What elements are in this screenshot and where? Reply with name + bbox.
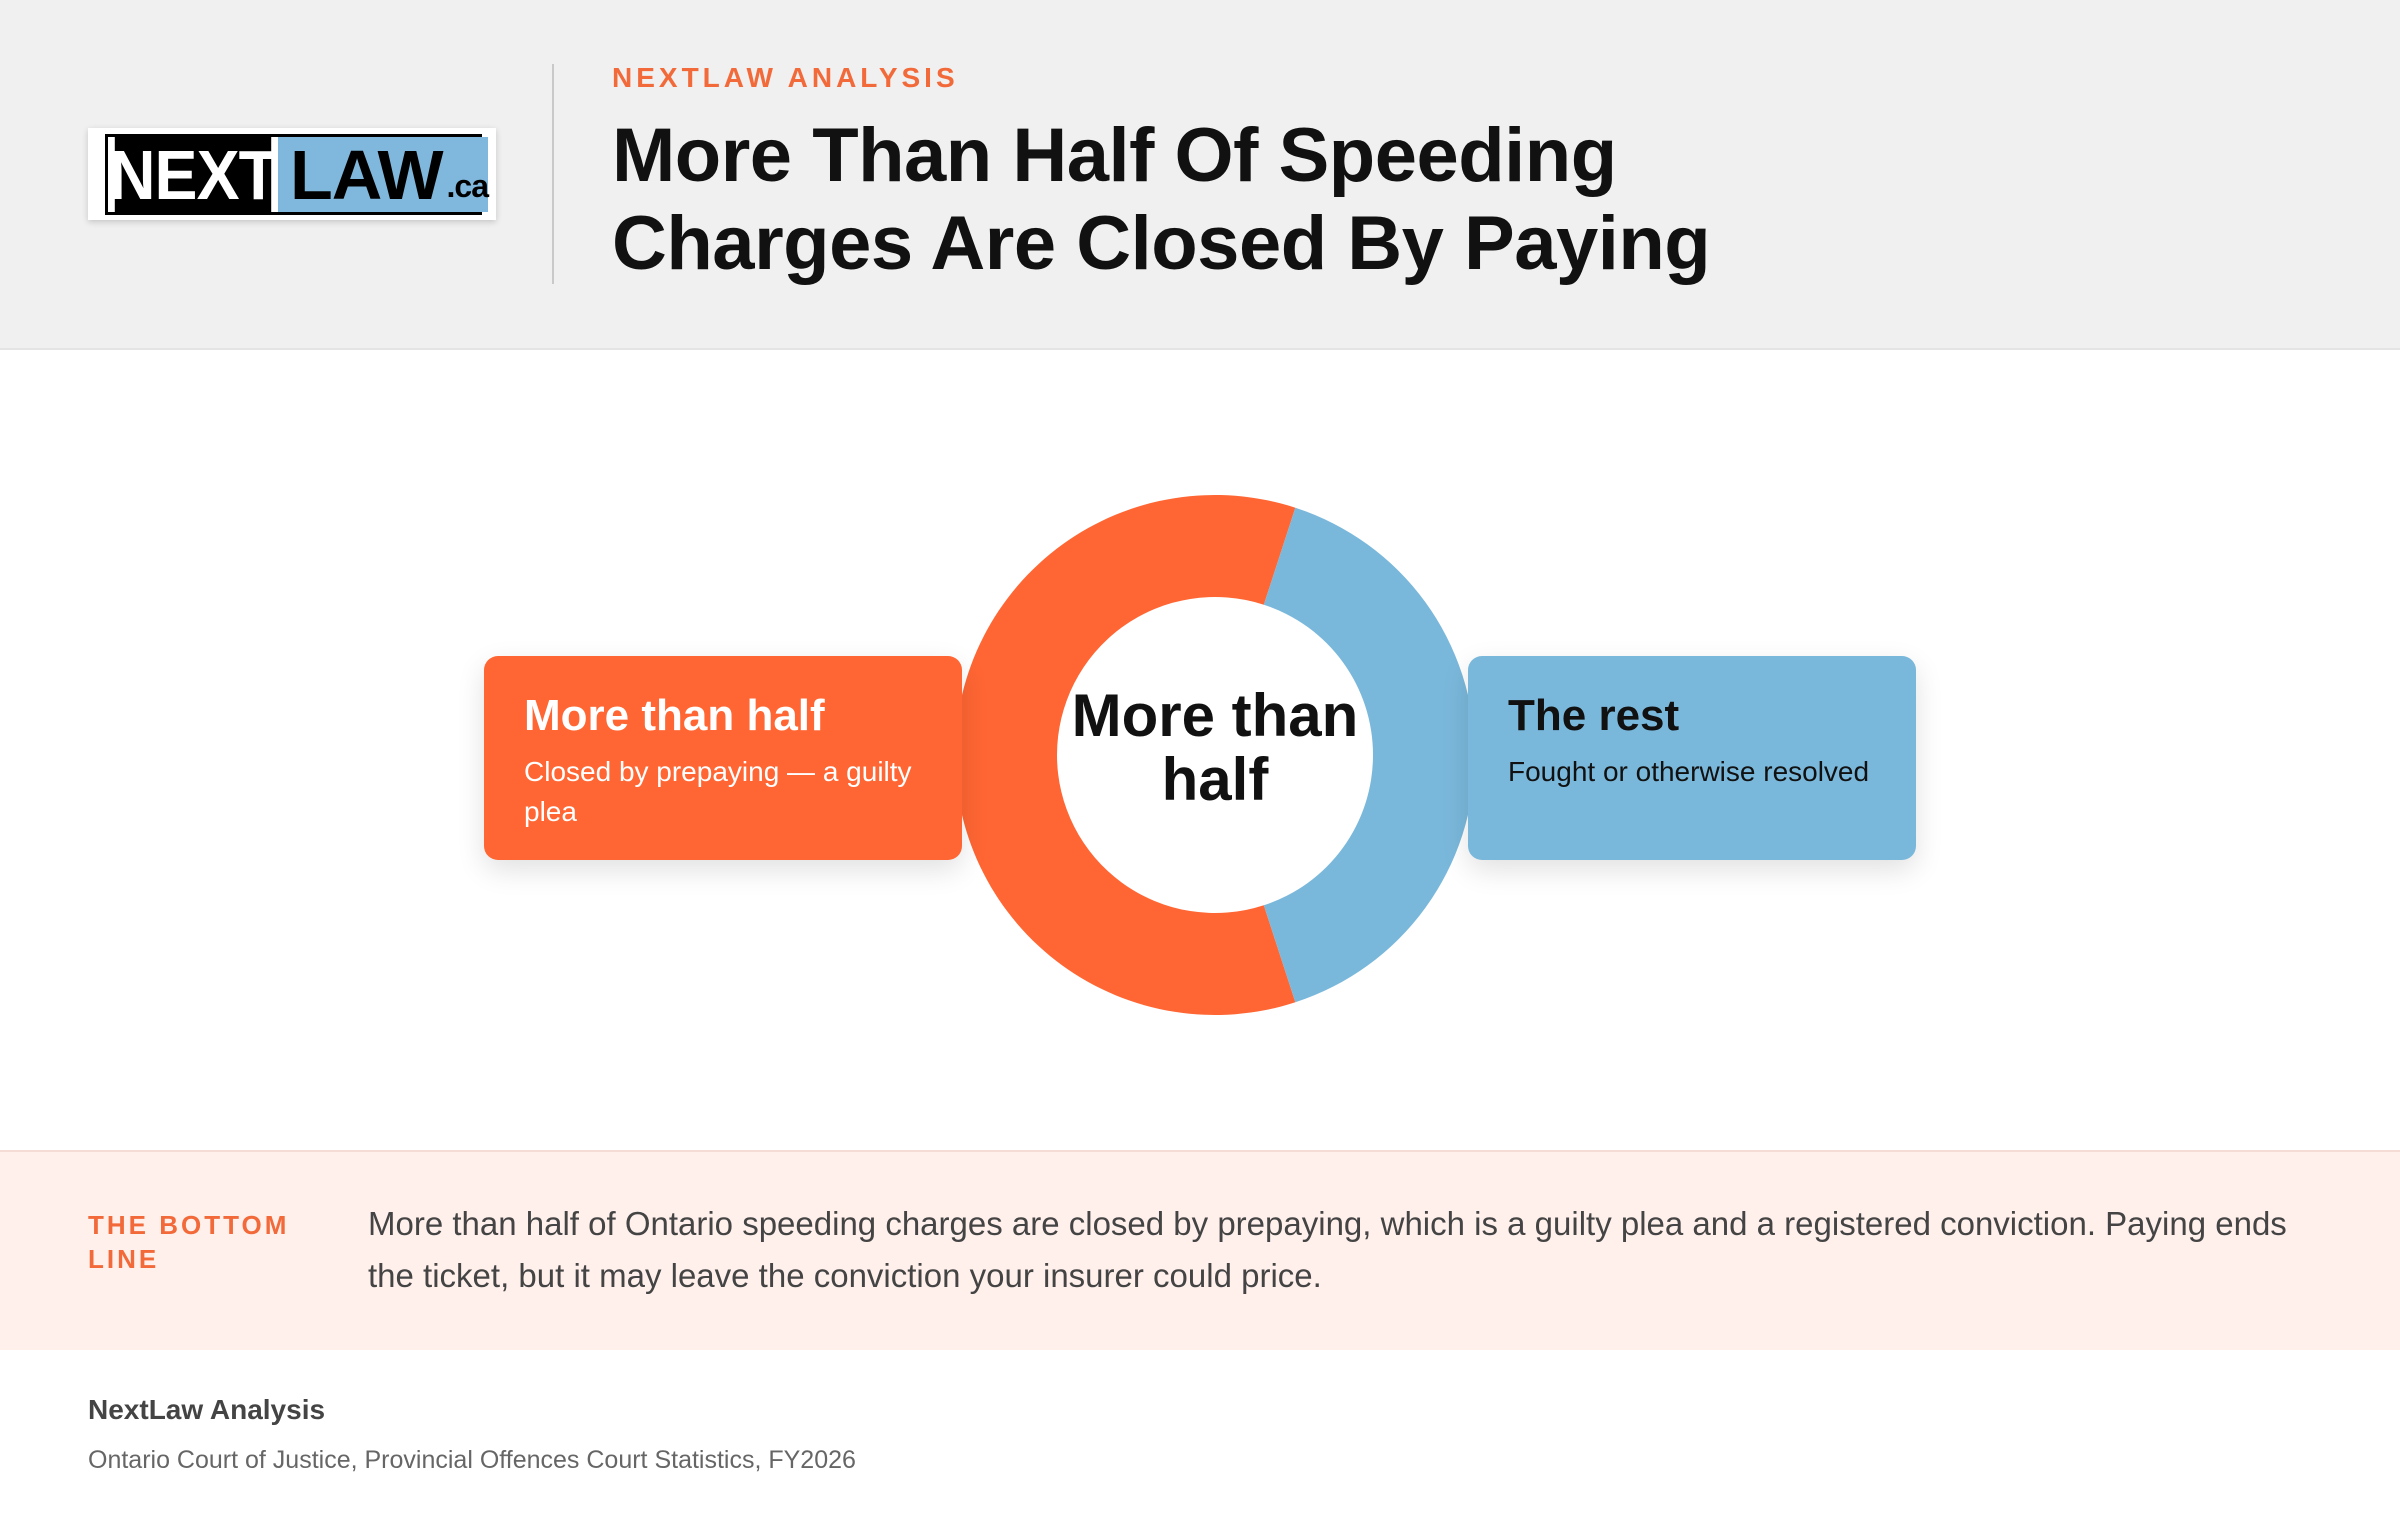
bottom-line-panel: THE BOTTOM LINE More than half of Ontari… [0,1150,2400,1350]
donut-slice-rest [1263,507,1475,1003]
donut-chart [955,495,1475,1015]
card-title: The rest [1508,691,1680,740]
bottom-line-label: THE BOTTOM LINE [88,1210,290,1274]
card-title: More than half [524,691,825,740]
logo-law-block: LAW .ca [278,135,489,214]
nextlaw-logo[interactable]: NEXT LAW .ca [88,128,496,220]
chart-area: More than half More than half Closed by … [0,352,2400,1150]
bottom-line-text: More than half of Ontario speeding charg… [368,1205,2287,1294]
logo-ca-suffix: .ca [446,168,489,204]
header-divider [552,64,554,284]
segment-card-rest: The rest Fought or otherwise resolved [1468,656,1916,860]
card-description: Fought or otherwise resolved [1508,756,1870,787]
donut-slice-prepaid [955,495,1296,1015]
card-description: Closed by prepaying — a guilty plea [524,756,912,827]
logo-law-text: LAW [290,135,444,214]
donut-center-label: More than half [1071,682,1359,813]
page-title: More Than Half Of Speeding Charges Are C… [612,113,1711,286]
footer-title: NextLaw Analysis [88,1394,326,1425]
kicker: NEXTLAW ANALYSIS [612,62,959,93]
segment-card-prepaid: More than half Closed by prepaying — a g… [484,656,962,860]
footer-source: Ontario Court of Justice, Provincial Off… [88,1446,856,1474]
logo-next-text: NEXT [108,135,278,214]
header: NEXT LAW .ca NEXTLAW ANALYSIS More Than … [0,0,2400,350]
logo-frame: NEXT LAW .ca [105,134,489,215]
